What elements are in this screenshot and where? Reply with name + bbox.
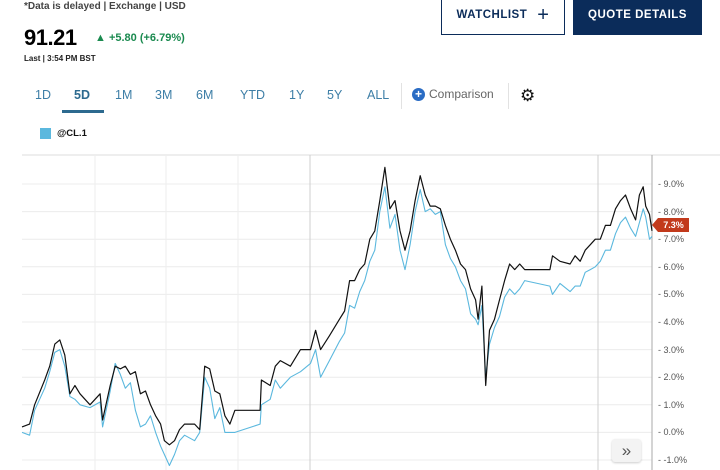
y-tick-label: - -1.0% — [658, 455, 688, 465]
data-delayed-note: *Data is delayed | Exchange | USD — [24, 1, 186, 12]
scroll-forward-button[interactable]: » — [612, 439, 641, 462]
range-tab-all[interactable]: ALL — [367, 88, 390, 102]
y-tick-label: - 7.0% — [658, 234, 685, 245]
last-trade-time: Last | 3:54 PM BST — [24, 54, 96, 63]
range-tab-6m[interactable]: 6M — [196, 88, 214, 102]
divider — [401, 83, 402, 109]
y-tick-label: - 5.0% — [658, 289, 685, 300]
watchlist-button[interactable]: WATCHLIST + — [441, 0, 565, 35]
y-tick-label: - 4.0% — [658, 317, 685, 327]
legend-swatch — [40, 128, 51, 139]
range-tab-5y[interactable]: 5Y — [327, 88, 343, 102]
gear-icon[interactable]: ⚙ — [520, 86, 536, 105]
comparison-label: Comparison — [429, 87, 494, 101]
series-line-cl1 — [21, 186, 653, 467]
plus-icon: + — [537, 3, 550, 26]
legend-item[interactable]: @CL.1 — [40, 128, 87, 139]
y-tick-label: - 9.0% — [658, 179, 685, 189]
range-tab-1y[interactable]: 1Y — [289, 88, 305, 102]
range-tab-1m[interactable]: 1M — [115, 88, 133, 102]
y-tick-label: - 1.0% — [658, 399, 685, 410]
y-tick-label: - 0.0% — [658, 427, 685, 438]
comparison-button[interactable]: + Comparison — [412, 87, 494, 101]
range-tab-3m[interactable]: 3M — [155, 88, 173, 102]
price-change: ▲ +5.80 (+6.79%) — [95, 32, 185, 44]
last-price: 91.21 — [24, 25, 77, 50]
current-value-badge: 7.3% — [652, 218, 689, 232]
range-tab-ytd[interactable]: YTD — [240, 88, 265, 102]
add-circle-icon: + — [412, 87, 425, 101]
divider — [508, 83, 509, 109]
active-range-indicator — [62, 110, 104, 113]
y-tick-label: - 8.0% — [658, 206, 685, 217]
y-tick-label: - 6.0% — [658, 261, 685, 272]
y-tick-label: - 3.0% — [658, 344, 685, 355]
double-chevron-right-icon: » — [621, 440, 632, 460]
quote-details-button[interactable]: QUOTE DETAILS — [573, 0, 702, 35]
watchlist-label: WATCHLIST — [456, 8, 528, 21]
range-tab-1d[interactable]: 1D — [35, 88, 51, 102]
y-tick-label: - 2.0% — [658, 372, 685, 383]
series-line-price — [21, 166, 653, 446]
legend-label: @CL.1 — [57, 128, 87, 139]
range-tab-5d[interactable]: 5D — [74, 88, 90, 102]
